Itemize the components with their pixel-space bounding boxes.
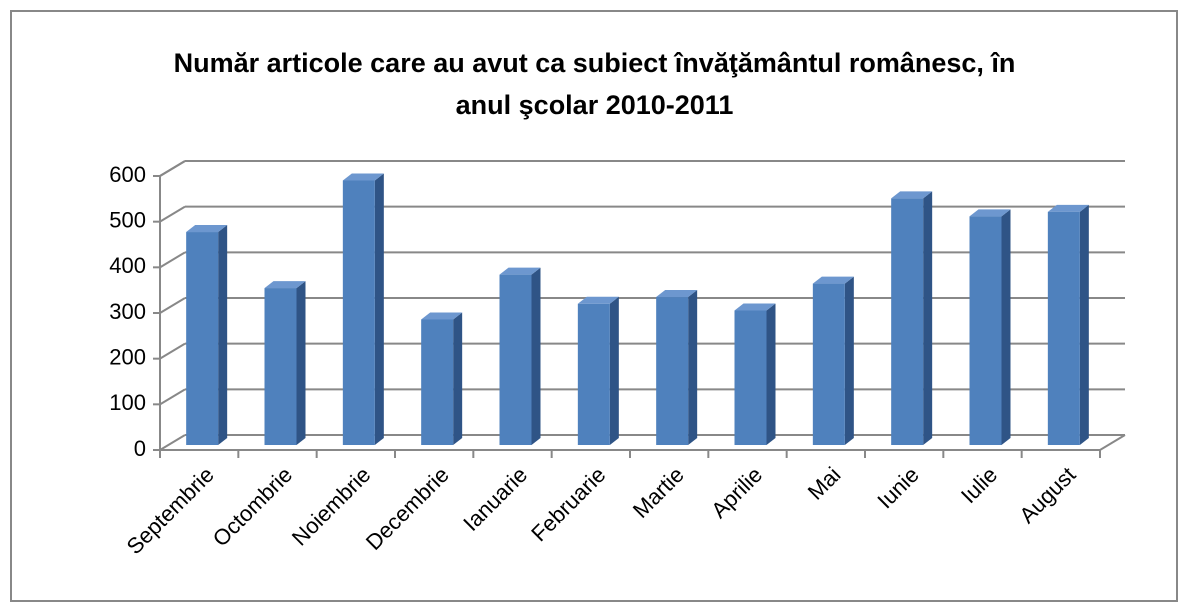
side-grid-line	[159, 160, 186, 177]
bar-group	[656, 290, 698, 445]
bar-side	[766, 303, 776, 445]
y-tick-label: 100	[109, 390, 146, 415]
bar-group	[186, 225, 228, 445]
bar-side	[453, 312, 463, 445]
bar-top	[1047, 204, 1089, 212]
bar	[891, 198, 924, 445]
bar	[264, 288, 297, 445]
bar-group	[342, 173, 384, 445]
y-tick-label: 600	[109, 162, 146, 187]
bar-top	[577, 296, 619, 304]
bar-group	[577, 296, 619, 445]
bar	[1047, 211, 1080, 445]
bar	[421, 319, 454, 445]
bar-side	[531, 267, 541, 445]
bar	[969, 216, 1002, 445]
bar-side	[844, 276, 854, 445]
bar-top	[342, 173, 384, 181]
bar-top	[734, 303, 776, 311]
bar-side	[374, 173, 384, 445]
bar-group	[421, 312, 463, 445]
side-grid-line	[159, 388, 186, 406]
bar	[499, 274, 532, 445]
bar	[656, 297, 689, 445]
y-tick-label: 500	[109, 207, 146, 232]
bar-top	[656, 290, 698, 298]
bar-group	[734, 303, 776, 445]
bar	[577, 303, 610, 445]
bar-group	[812, 276, 854, 445]
bar-side	[609, 296, 619, 445]
bar-side	[296, 281, 306, 445]
y-tick-label: 400	[109, 253, 146, 278]
bar	[734, 310, 767, 445]
bar-top	[421, 312, 463, 320]
y-tick-label: 0	[134, 436, 146, 461]
bar-side	[218, 225, 228, 445]
side-grid-line	[159, 434, 186, 451]
bar-top	[186, 225, 228, 233]
side-grid-line	[159, 297, 186, 314]
side-grid-line	[159, 205, 186, 223]
bar	[342, 180, 375, 445]
bar-group	[264, 281, 306, 445]
bar-group	[499, 267, 541, 445]
bar-side	[923, 191, 933, 445]
bar	[186, 232, 219, 445]
y-tick-label: 200	[109, 344, 146, 369]
chart-title: Număr articole care au avut ca subiect î…	[173, 48, 1016, 120]
bar-group	[969, 209, 1011, 445]
bar-top	[891, 191, 933, 199]
side-grid-line	[159, 251, 186, 269]
bar-side	[1001, 209, 1011, 445]
bar-side	[688, 290, 698, 445]
bar	[812, 283, 845, 445]
bar-top	[812, 276, 854, 284]
bar-top	[264, 281, 306, 289]
y-tick-label: 300	[109, 299, 146, 324]
bar-side	[1079, 204, 1089, 445]
side-grid-line	[159, 342, 186, 360]
bar-group	[891, 191, 933, 445]
bar-top	[969, 209, 1011, 217]
bar-top	[499, 267, 541, 275]
bar-group	[1047, 204, 1089, 445]
